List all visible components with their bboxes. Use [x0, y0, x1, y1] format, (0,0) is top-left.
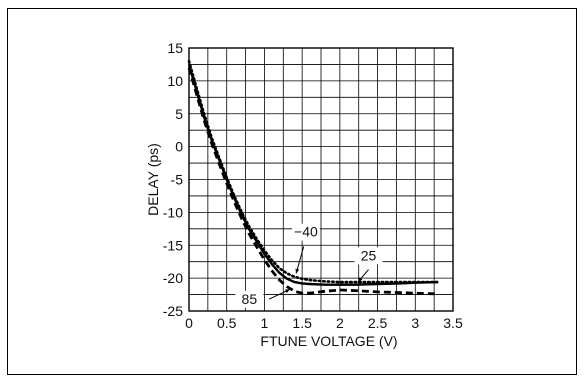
y-tick-label: 10: [167, 73, 183, 89]
y-tick-labels: 15 10 5 0 -5 -10 -15 -20 -25: [163, 40, 183, 319]
annotation-label: 85: [242, 291, 258, 307]
grid: [188, 47, 454, 312]
plot-border: [188, 47, 454, 312]
y-axis-label: DELAY (ps): [145, 143, 161, 216]
annotation-label-bg: [235, 290, 264, 308]
series-line-solid: [187, 64, 438, 286]
annotation-label-bg: [291, 223, 320, 241]
x-tick-label: 0.5: [217, 315, 237, 331]
series-lines: [187, 59, 440, 296]
annotation-leader: [295, 246, 305, 274]
annotation-arrowhead: [285, 289, 291, 294]
delay-vs-ftune-chart: 0 0.5 1 1.5 2 2.5 3 3.5 15 10 5 0 -5 -10 -15 -20 -25 −4…: [145, 40, 463, 349]
x-tick-label: 2.5: [368, 315, 388, 331]
y-tick-label: -10: [163, 204, 183, 220]
series-line-dashed: [187, 67, 438, 296]
series-line-dotted: [187, 59, 440, 284]
annotation-arrowhead: [357, 277, 363, 283]
x-tick-label: 3.5: [443, 315, 463, 331]
x-tick-label: 0: [185, 315, 193, 331]
x-tick-label: 2: [336, 315, 344, 331]
figure-frame: 0 0.5 1 1.5 2 2.5 3 3.5 15 10 5 0 -5 -10 -15 -20 -25 −4…: [7, 8, 577, 375]
y-tick-label: -15: [163, 237, 183, 253]
annotation-label: −40: [294, 224, 318, 240]
x-tick-label: 3: [411, 315, 419, 331]
annotation-label: 25: [361, 247, 377, 263]
annotations: −40 25 85: [235, 223, 383, 308]
x-tick-label: 1: [261, 315, 269, 331]
x-tick-labels: 0 0.5 1 1.5 2 2.5 3 3.5: [185, 315, 463, 331]
y-tick-label: -5: [171, 172, 184, 188]
y-tick-label: -25: [163, 303, 183, 319]
y-tick-label: 0: [175, 139, 183, 155]
y-tick-label: -20: [163, 270, 183, 286]
y-tick-label: 5: [175, 106, 183, 122]
x-tick-label: 1.5: [292, 315, 312, 331]
x-axis-label: FTUNE VOLTAGE (V): [260, 333, 397, 349]
y-tick-label: 15: [167, 40, 183, 56]
annotation-label-bg: [354, 247, 383, 265]
annotation-arrowhead: [295, 268, 300, 274]
